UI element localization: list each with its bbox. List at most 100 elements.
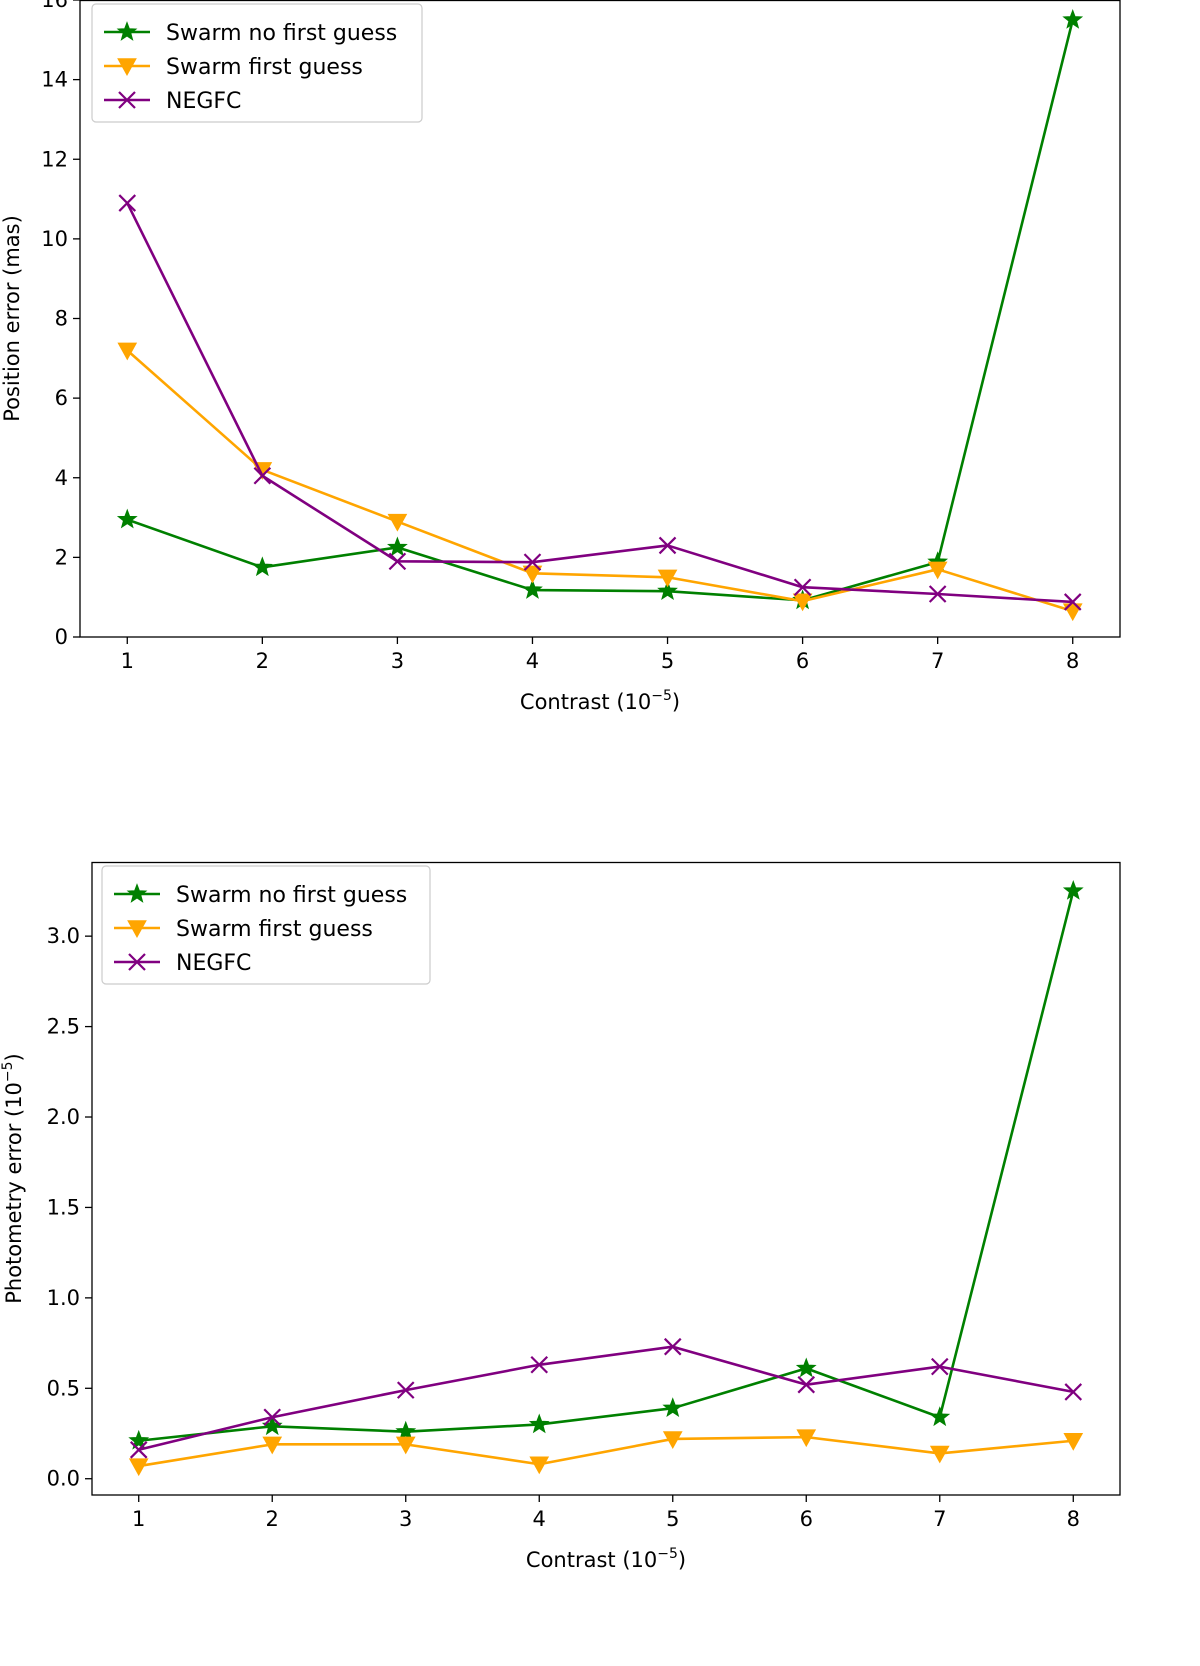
y-tick-label: 0.0 bbox=[47, 1467, 80, 1491]
series-line bbox=[126, 202, 1073, 604]
data-point bbox=[530, 1356, 549, 1374]
data-point bbox=[657, 569, 678, 588]
legend: Swarm no first guess Swarm first guess NEG… bbox=[91, 3, 423, 123]
y-tick-label: 0.5 bbox=[47, 1376, 80, 1400]
data-point bbox=[795, 1357, 817, 1378]
y-tick-label: 3.0 bbox=[47, 924, 80, 948]
data-point bbox=[1064, 1383, 1083, 1401]
legend-item: Swarm first guess bbox=[114, 917, 373, 942]
x-axis-label-exponent: −5 bbox=[651, 688, 672, 704]
data-point bbox=[927, 561, 948, 580]
x-tick-label: 2 bbox=[256, 649, 269, 673]
y-axis-label: Photometry error (10−5) bbox=[0, 1053, 26, 1304]
series-swarm-first-guess bbox=[117, 342, 1083, 622]
y-tick-label: 14 bbox=[41, 68, 68, 92]
x-tick-label: 5 bbox=[661, 649, 674, 673]
data-point bbox=[116, 508, 138, 529]
series-negfc bbox=[118, 194, 1082, 611]
data-point bbox=[930, 1357, 949, 1376]
x-axis-label: Contrast (10−5) bbox=[526, 1546, 686, 1572]
chart-2: 1 2 3 4 5 6 7 8 0.0 0.5 1.0 1.5 2.0 2.5 3.0 Contrast (1… bbox=[0, 861, 1121, 1572]
y-axis-label: Position error (mas) bbox=[0, 215, 24, 422]
y-axis-label-exponent: −5 bbox=[0, 1061, 16, 1082]
data-point bbox=[792, 593, 813, 612]
data-point bbox=[1063, 1433, 1084, 1451]
x-tick-label: 4 bbox=[526, 649, 539, 673]
data-point bbox=[529, 1456, 550, 1475]
data-point bbox=[523, 553, 542, 571]
x-tick-label: 6 bbox=[800, 1507, 813, 1531]
series-swarm-no-first-guess bbox=[128, 880, 1084, 1450]
data-point bbox=[117, 342, 138, 361]
x-tick-label: 3 bbox=[399, 1507, 412, 1531]
data-point bbox=[929, 1406, 951, 1427]
legend-item: Swarm no first guess bbox=[114, 883, 407, 908]
x-tick-label: 8 bbox=[1067, 1507, 1080, 1531]
x-tick-label: 1 bbox=[121, 649, 134, 673]
x-tick-label: 3 bbox=[391, 649, 404, 673]
y-tick-label: 10 bbox=[41, 227, 68, 251]
data-point bbox=[1063, 593, 1082, 611]
data-point bbox=[928, 585, 947, 603]
series-line bbox=[126, 349, 1074, 613]
legend-item: Swarm no first guess bbox=[104, 21, 397, 46]
y-tick-label: 8 bbox=[55, 307, 68, 331]
data-point bbox=[251, 556, 273, 577]
legend-label: Swarm first guess bbox=[166, 55, 363, 80]
legend-marker bbox=[118, 91, 136, 109]
data-point bbox=[262, 1436, 283, 1455]
data-point bbox=[1062, 603, 1083, 622]
y-tick-label: 0 bbox=[55, 625, 68, 649]
y-axis-label-text: Position error (mas) bbox=[0, 215, 24, 422]
y-tick-label: 2.5 bbox=[47, 1015, 80, 1039]
x-tick-label: 8 bbox=[1066, 649, 1079, 673]
legend-box bbox=[101, 865, 431, 985]
legend-item: NEGFC bbox=[114, 951, 251, 976]
data-point bbox=[387, 536, 408, 557]
y-axis-label-text: Photometry error (10 bbox=[2, 1082, 26, 1304]
series-line bbox=[138, 1345, 1074, 1452]
y-tick-label: 16 bbox=[41, 0, 68, 12]
series-line bbox=[126, 19, 1074, 602]
data-point bbox=[128, 1429, 150, 1450]
data-point bbox=[387, 513, 408, 532]
legend-box bbox=[91, 3, 423, 123]
y-tick-label: 2 bbox=[55, 545, 68, 569]
data-point bbox=[395, 1420, 417, 1441]
data-point bbox=[395, 1436, 416, 1455]
x-axis-label-exponent: −5 bbox=[657, 1546, 678, 1562]
legend-label: NEGFC bbox=[176, 951, 251, 976]
legend-marker bbox=[127, 920, 147, 939]
data-point bbox=[522, 579, 543, 599]
legend-item: Swarm first guess bbox=[104, 55, 363, 80]
y-tick-label: 1.0 bbox=[47, 1286, 80, 1310]
data-point bbox=[663, 1337, 682, 1356]
y-tick-label: 1.5 bbox=[47, 1195, 80, 1219]
data-point bbox=[662, 1431, 683, 1449]
legend-label: NEGFC bbox=[166, 89, 241, 114]
legend-item: NEGFC bbox=[104, 89, 241, 114]
x-tick-label: 5 bbox=[666, 1507, 679, 1531]
data-point bbox=[657, 580, 678, 601]
y-tick-label: 12 bbox=[41, 147, 68, 171]
plot-frame bbox=[79, 0, 1121, 638]
data-point bbox=[793, 578, 812, 597]
series-negfc bbox=[129, 1337, 1083, 1459]
x-axis-label: Contrast (10−5) bbox=[520, 688, 680, 714]
legend-marker bbox=[116, 21, 138, 41]
legend-marker bbox=[128, 953, 146, 971]
x-tick-label: 7 bbox=[931, 649, 944, 673]
data-point bbox=[662, 1397, 684, 1418]
data-point bbox=[1062, 880, 1084, 900]
data-point bbox=[796, 1429, 817, 1448]
data-point bbox=[128, 1458, 149, 1477]
x-axis-label-close: ) bbox=[672, 690, 680, 714]
series-line bbox=[138, 1435, 1074, 1468]
data-point bbox=[253, 466, 272, 485]
x-tick-label: 6 bbox=[796, 649, 809, 673]
series-swarm-first-guess bbox=[128, 1429, 1084, 1477]
data-point bbox=[658, 536, 677, 555]
y-tick-label: 2.0 bbox=[47, 1105, 80, 1129]
legend-marker bbox=[126, 883, 148, 903]
x-tick-label: 7 bbox=[933, 1507, 946, 1531]
